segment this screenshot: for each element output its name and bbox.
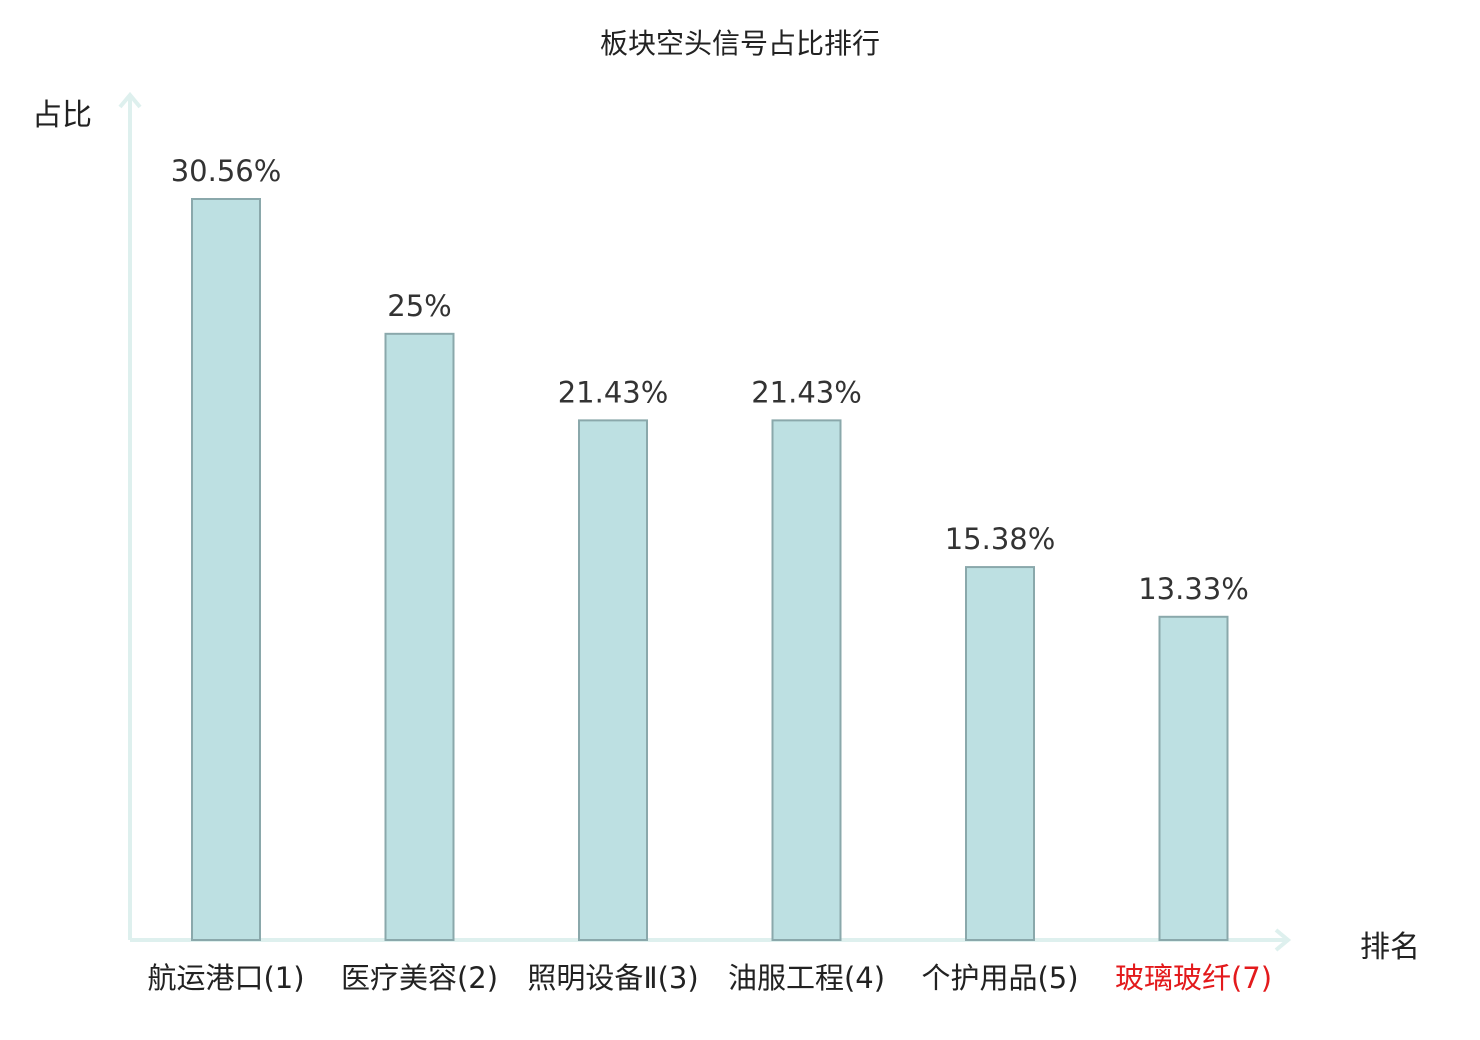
- value-label: 30.56%: [171, 154, 282, 188]
- y-axis-label: 占比: [32, 98, 92, 133]
- bar: [771, 419, 842, 941]
- value-label: 21.43%: [751, 375, 862, 409]
- value-label: 13.33%: [1138, 572, 1249, 606]
- category-label: 照明设备Ⅱ(3): [527, 961, 699, 995]
- value-label: 25%: [387, 289, 451, 323]
- x-axis-arrow: [1274, 928, 1292, 952]
- bar: [1158, 615, 1229, 941]
- bar: [578, 419, 648, 941]
- category-label: 油服工程(4): [727, 961, 886, 995]
- category-label: 航运港口(1): [147, 961, 305, 995]
- category-label: 医疗美容(2): [340, 961, 499, 995]
- value-labels-group: 30.56% 25% 21.43% 21.43% 15.38% 13.33%: [171, 154, 1249, 606]
- bar: [384, 332, 455, 942]
- x-axis-label: 排名: [1360, 930, 1420, 965]
- bar: [191, 198, 261, 941]
- value-label: 15.38%: [945, 522, 1056, 556]
- bar: [965, 566, 1035, 941]
- bars-group: [191, 198, 1229, 942]
- chart-title: 板块空头信号占比排行: [599, 27, 880, 60]
- y-axis-arrow: [118, 91, 142, 109]
- category-label: 个护用品(5): [921, 961, 1079, 995]
- category-label: 玻璃玻纤(7): [1114, 961, 1273, 995]
- axes: [118, 91, 1292, 952]
- value-label: 21.43%: [558, 375, 669, 409]
